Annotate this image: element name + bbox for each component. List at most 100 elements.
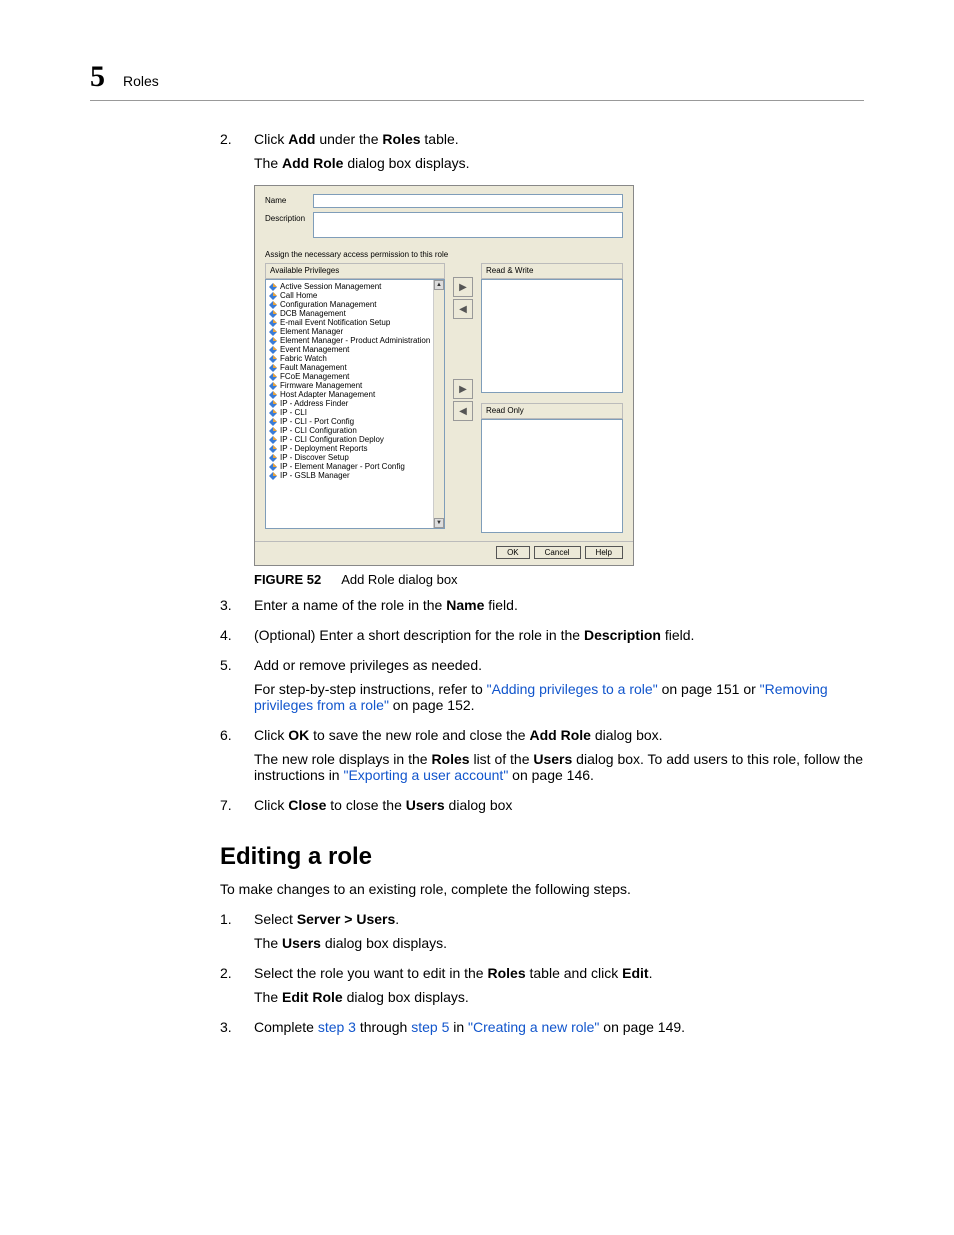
privilege-item[interactable]: IP - CLI Configuration [269, 426, 441, 435]
edit-label: Edit [622, 965, 648, 981]
read-only-listbox[interactable] [481, 419, 623, 533]
users-label: Users [282, 935, 321, 951]
help-button[interactable]: Help [585, 546, 623, 559]
diamond-icon [269, 472, 277, 480]
available-listbox[interactable]: Active Session ManagementCall HomeConfig… [265, 279, 445, 529]
scroll-down-icon[interactable]: ▼ [434, 518, 444, 528]
dialog-middle: Available Privileges Active Session Mana… [255, 261, 633, 541]
read-only-header: Read Only [481, 403, 623, 419]
ok-button[interactable]: OK [496, 546, 530, 559]
text: dialog box [445, 797, 513, 813]
privilege-label: Host Adapter Management [280, 390, 375, 399]
scroll-up-icon[interactable]: ▲ [434, 280, 444, 290]
privilege-item[interactable]: Element Manager - Product Administration [269, 336, 441, 345]
step-2-sub: The Add Role dialog box displays. [254, 155, 864, 171]
privilege-item[interactable]: DCB Management [269, 309, 441, 318]
privilege-label: E-mail Event Notification Setup [280, 318, 390, 327]
diamond-icon [269, 310, 277, 318]
move-buttons-column: ▶ ◀ ▶ ◀ [453, 263, 473, 533]
diamond-icon [269, 391, 277, 399]
diamond-icon [269, 373, 277, 381]
privilege-item[interactable]: Call Home [269, 291, 441, 300]
privilege-item[interactable]: Fault Management [269, 363, 441, 372]
scrollbar[interactable]: ▲ ▼ [433, 280, 444, 528]
privilege-label: Configuration Management [280, 300, 377, 309]
move-left-icon[interactable]: ◀ [453, 299, 473, 319]
privilege-item[interactable]: IP - CLI - Port Config [269, 417, 441, 426]
diamond-icon [269, 364, 277, 372]
privilege-item[interactable]: IP - Discover Setup [269, 453, 441, 462]
step-body: (Optional) Enter a short description for… [254, 627, 864, 643]
diamond-icon [269, 283, 277, 291]
diamond-icon [269, 436, 277, 444]
target-column: Read & Write Read Only [481, 263, 623, 533]
privilege-item[interactable]: Element Manager [269, 327, 441, 336]
privilege-label: Event Management [280, 345, 349, 354]
privilege-label: Fault Management [280, 363, 347, 372]
read-write-listbox[interactable] [481, 279, 623, 393]
editing-step-3: 3. Complete step 3 through step 5 in "Cr… [220, 1019, 864, 1035]
page: 5 Roles 2. Click Add under the Roles tab… [0, 0, 954, 1103]
editing-step-2: 2. Select the role you want to edit in t… [220, 965, 864, 981]
privilege-item[interactable]: Host Adapter Management [269, 390, 441, 399]
users-label: Users [533, 751, 572, 767]
text: . [395, 911, 399, 927]
privilege-item[interactable]: IP - CLI Configuration Deploy [269, 435, 441, 444]
privilege-item[interactable]: Active Session Management [269, 282, 441, 291]
move-right-icon[interactable]: ▶ [453, 277, 473, 297]
privilege-item[interactable]: FCoE Management [269, 372, 441, 381]
step-body: Complete step 3 through step 5 in "Creat… [254, 1019, 864, 1035]
step-2: 2. Click Add under the Roles table. [220, 131, 864, 147]
text: dialog box displays. [321, 935, 447, 951]
diamond-icon [269, 292, 277, 300]
privilege-label: DCB Management [280, 309, 346, 318]
figure-label: FIGURE 52 [254, 572, 321, 587]
step-4: 4. (Optional) Enter a short description … [220, 627, 864, 643]
text: Click [254, 131, 288, 147]
text: dialog box displays. [343, 989, 469, 1005]
figure-52: Name Description Assign the necessary ac… [254, 185, 864, 587]
link-step-3[interactable]: step 3 [318, 1019, 356, 1035]
chapter-number: 5 [90, 60, 105, 94]
link-creating-role[interactable]: "Creating a new role" [468, 1019, 599, 1035]
move-right-icon[interactable]: ▶ [453, 379, 473, 399]
step-number: 7. [220, 797, 238, 813]
text: The [254, 989, 282, 1005]
name-input[interactable] [313, 194, 623, 208]
privilege-item[interactable]: Firmware Management [269, 381, 441, 390]
link-step-5[interactable]: step 5 [411, 1019, 449, 1035]
text: For step-by-step instructions, refer to [254, 681, 487, 697]
text: table. [421, 131, 459, 147]
step-5: 5. Add or remove privileges as needed. [220, 657, 864, 673]
privilege-item[interactable]: E-mail Event Notification Setup [269, 318, 441, 327]
privilege-item[interactable]: IP - GSLB Manager [269, 471, 441, 480]
privilege-item[interactable]: Configuration Management [269, 300, 441, 309]
privilege-label: Fabric Watch [280, 354, 327, 363]
text: Select the role you want to edit in the [254, 965, 487, 981]
privilege-item[interactable]: Fabric Watch [269, 354, 441, 363]
diamond-icon [269, 346, 277, 354]
privilege-label: Firmware Management [280, 381, 362, 390]
privilege-item[interactable]: IP - Address Finder [269, 399, 441, 408]
link-exporting-user[interactable]: "Exporting a user account" [343, 767, 508, 783]
step-body: Click Close to close the Users dialog bo… [254, 797, 864, 813]
read-write-header: Read & Write [481, 263, 623, 279]
text: on page 149. [599, 1019, 685, 1035]
step-5-sub: For step-by-step instructions, refer to … [254, 681, 864, 713]
privilege-item[interactable]: IP - Element Manager - Port Config [269, 462, 441, 471]
page-header: 5 Roles [90, 60, 864, 101]
move-left-icon[interactable]: ◀ [453, 401, 473, 421]
name-field-label: Name [446, 597, 484, 613]
link-adding-privileges[interactable]: "Adding privileges to a role" [487, 681, 658, 697]
description-input[interactable] [313, 212, 623, 238]
content: 2. Click Add under the Roles table. The … [90, 131, 864, 1035]
privilege-item[interactable]: Event Management [269, 345, 441, 354]
close-label: Close [288, 797, 326, 813]
privilege-label: Element Manager - Product Administration [280, 336, 430, 345]
text: dialog box displays. [343, 155, 469, 171]
step-body: Add or remove privileges as needed. [254, 657, 864, 673]
privilege-item[interactable]: IP - CLI [269, 408, 441, 417]
cancel-button[interactable]: Cancel [534, 546, 581, 559]
step-6-sub: The new role displays in the Roles list … [254, 751, 864, 783]
privilege-item[interactable]: IP - Deployment Reports [269, 444, 441, 453]
